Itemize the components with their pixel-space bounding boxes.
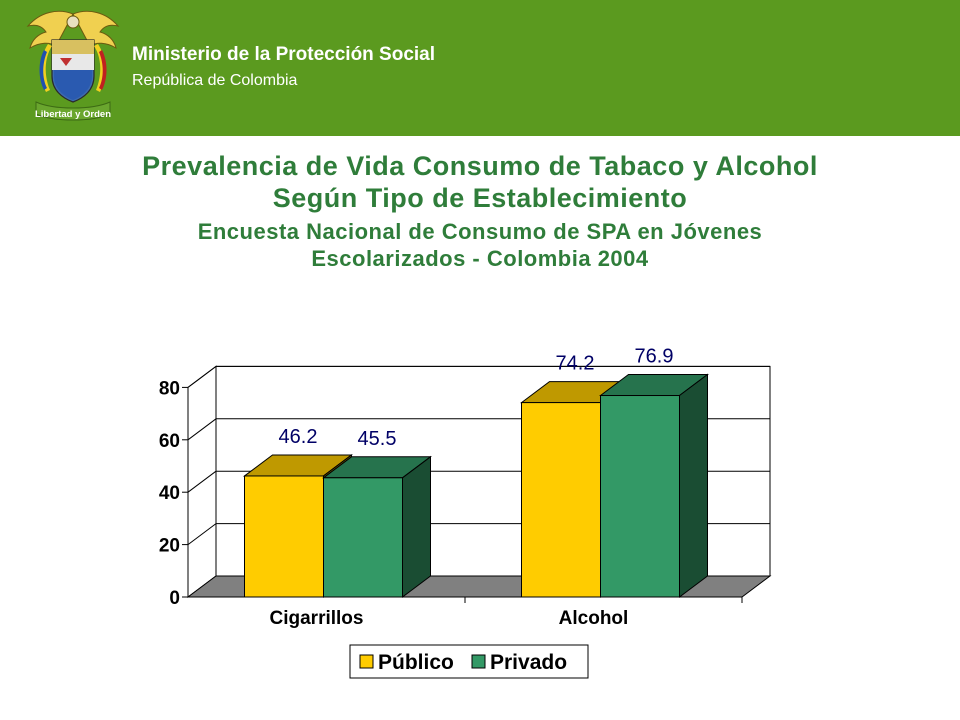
- republic-name: República de Colombia: [132, 72, 298, 89]
- chart-title-line-1: Prevalencia de Vida Consumo de Tabaco y …: [142, 151, 818, 181]
- ministry-name: Ministerio de la Protección Social: [132, 44, 436, 65]
- x-tick-label: Cigarrillos: [270, 608, 364, 629]
- gridline-side: [187, 523, 217, 545]
- gridline-side: [187, 418, 217, 441]
- data-label: 76.9: [635, 346, 674, 368]
- bar-cigarrillos-1: [323, 477, 403, 598]
- chart-title-block: Prevalencia de Vida Consumo de Tabaco y …: [0, 150, 960, 272]
- motto-text: Libertad y Orden: [35, 109, 111, 120]
- data-label: 46.2: [279, 426, 318, 448]
- y-tick-label: 0: [169, 588, 180, 609]
- bar-cigarrillos-0: [244, 475, 324, 598]
- y-tick-label: 40: [159, 483, 180, 504]
- y-tick-label: 20: [159, 536, 180, 557]
- legend-label: Privado: [490, 651, 567, 674]
- legend-swatch: [471, 654, 486, 669]
- data-label: 45.5: [358, 428, 397, 450]
- y-tick-label: 60: [159, 431, 180, 452]
- bar-side: [679, 373, 708, 598]
- coat-of-arms-icon: Libertad y Orden: [26, 10, 120, 121]
- legend-box: [349, 644, 589, 679]
- y-tick-label: 80: [159, 378, 180, 399]
- x-tick-label: Alcohol: [559, 608, 629, 629]
- data-label: 74.2: [556, 353, 595, 375]
- legend-label: Público: [378, 651, 454, 674]
- gridline-side: [187, 365, 217, 388]
- chart-subtitle-line-1: Encuesta Nacional de Consumo de SPA en J…: [197, 219, 763, 244]
- header-bar: Libertad y Orden Ministerio de la Protec…: [0, 0, 960, 136]
- bar-alcohol-1: [600, 395, 680, 598]
- legend-swatch: [359, 654, 374, 669]
- chart-title-line-2: Según Tipo de Establecimiento: [272, 183, 688, 213]
- gridline-side: [187, 470, 217, 493]
- chart-subtitle-line-2: Escolarizados - Colombia 2004: [311, 246, 649, 271]
- bar-side: [402, 455, 431, 598]
- bar-alcohol-0: [521, 402, 601, 598]
